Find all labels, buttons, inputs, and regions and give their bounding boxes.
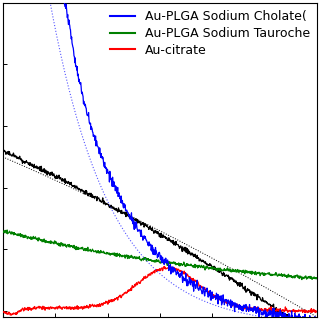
Legend: Au-PLGA Sodium Cholate(, Au-PLGA Sodium Tauroche, Au-citrate: Au-PLGA Sodium Cholate(, Au-PLGA Sodium … — [105, 5, 315, 62]
